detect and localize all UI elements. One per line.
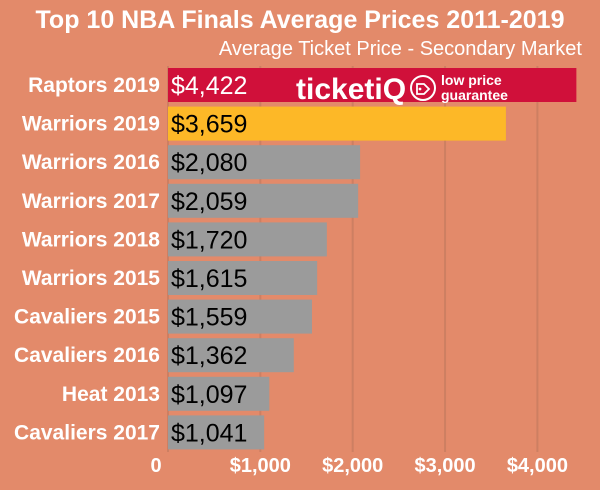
category-label-5: Warriors 2015 — [22, 267, 160, 290]
category-label-3: Warriors 2017 — [22, 190, 160, 213]
chart-title: Top 10 NBA Finals Average Prices 2011-20… — [35, 6, 565, 34]
x-tick-label-4: $4,000 — [507, 455, 568, 477]
category-label-1: Warriors 2019 — [22, 113, 160, 136]
value-label-2: $2,080 — [171, 149, 247, 177]
bars — [168, 68, 577, 450]
bar-7 — [168, 338, 294, 373]
value-label-0: $4,422 — [171, 72, 247, 100]
bar-0 — [168, 68, 577, 102]
category-label-4: Warriors 2018 — [22, 228, 160, 251]
logo-brand: ticketiQ — [296, 73, 406, 106]
bar-4 — [168, 222, 327, 257]
logo-tagline-line2: guarantee — [441, 87, 508, 103]
category-label-9: Cavaliers 2017 — [14, 421, 160, 444]
category-label-0: Raptors 2019 — [28, 74, 160, 97]
x-tick-label-3: $3,000 — [414, 455, 475, 477]
x-tick-label-2: $2,000 — [322, 455, 383, 477]
value-label-6: $1,559 — [171, 304, 247, 332]
bar-1 — [168, 106, 506, 141]
bar-9 — [168, 415, 265, 450]
value-label-5: $1,615 — [171, 265, 247, 293]
value-label-7: $1,362 — [171, 342, 247, 370]
bar-6 — [168, 299, 312, 334]
value-label-1: $3,659 — [171, 111, 247, 139]
bar-5 — [168, 261, 318, 295]
bar-3 — [168, 183, 359, 218]
labels: Raptors 2019 $4,422 Warriors 2019 $3,659 War… — [14, 72, 247, 447]
value-label-4: $1,720 — [171, 226, 247, 254]
category-label-6: Cavaliers 2015 — [14, 306, 160, 329]
category-label-8: Heat 2013 — [62, 383, 160, 406]
ticketiq-logo: ticketiQ low price guarantee — [296, 72, 508, 106]
price-tag-icon — [410, 75, 436, 101]
x-tick-label-0: 0 — [150, 455, 161, 477]
logo-tagline-line1: low price — [441, 72, 502, 88]
bar-2 — [168, 145, 361, 180]
value-label-8: $1,097 — [171, 381, 247, 409]
category-label-7: Cavaliers 2016 — [14, 344, 160, 367]
x-tick-label-1: $1,000 — [230, 455, 291, 477]
bar-8 — [168, 376, 270, 411]
x-axis: 0 $1,000 $2,000 $3,000 $4,000 — [150, 455, 568, 477]
value-label-3: $2,059 — [171, 188, 247, 216]
value-label-9: $1,041 — [171, 419, 247, 447]
chart-subtitle: Average Ticket Price - Secondary Market — [218, 38, 582, 60]
category-label-2: Warriors 2016 — [22, 151, 160, 174]
